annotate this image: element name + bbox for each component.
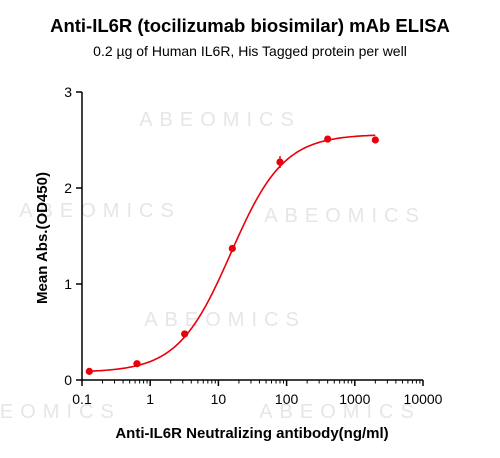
watermark-layer: ABEOMICS ABEOMICS ABEOMICS ABEOMICS ABEOMICS… <box>0 109 426 423</box>
axes: 0 1 2 3 0.1 1 10 100 1000 10000 <box>64 84 442 407</box>
data-point <box>324 135 332 143</box>
x-tick-label: 100 <box>275 391 299 407</box>
x-tick-label: 10000 <box>404 391 443 407</box>
data-points-layer <box>85 135 379 375</box>
data-point <box>133 360 141 368</box>
data-point <box>371 136 379 144</box>
chart-subtitle: 0.2 µg of Human IL6R, His Tagged protein… <box>93 43 407 59</box>
watermark-text: ABEOMICS <box>139 109 301 131</box>
data-point <box>181 330 189 338</box>
fit-curve-layer <box>89 134 376 372</box>
x-tick-label: 1000 <box>339 391 370 407</box>
y-axis-title: Mean Abs.(OD450) <box>34 172 51 304</box>
fit-curve <box>89 134 376 372</box>
y-tick-label: 3 <box>64 84 72 100</box>
data-point <box>276 158 284 166</box>
watermark-text: ABEOMICS <box>264 205 426 227</box>
data-point <box>228 244 236 253</box>
chart-title: Anti-IL6R (tocilizumab biosimilar) mAb E… <box>50 15 450 36</box>
x-tick-label: 0.1 <box>72 391 92 407</box>
y-tick-label: 0 <box>64 372 72 388</box>
x-axis-title: Anti-IL6R Neutralizing antibody(ng/ml) <box>115 425 388 442</box>
watermark-text: ABEOMICS <box>19 200 181 222</box>
data-point <box>85 367 93 375</box>
watermark-text: ABEOMICS <box>259 401 421 423</box>
x-tick-label: 10 <box>211 391 227 407</box>
watermark-text: ABEOMICS <box>0 401 121 423</box>
watermark-text: ABEOMICS <box>144 309 306 331</box>
x-tick-label: 1 <box>146 391 154 407</box>
y-tick-label: 2 <box>64 180 72 196</box>
y-tick-label: 1 <box>64 276 72 292</box>
